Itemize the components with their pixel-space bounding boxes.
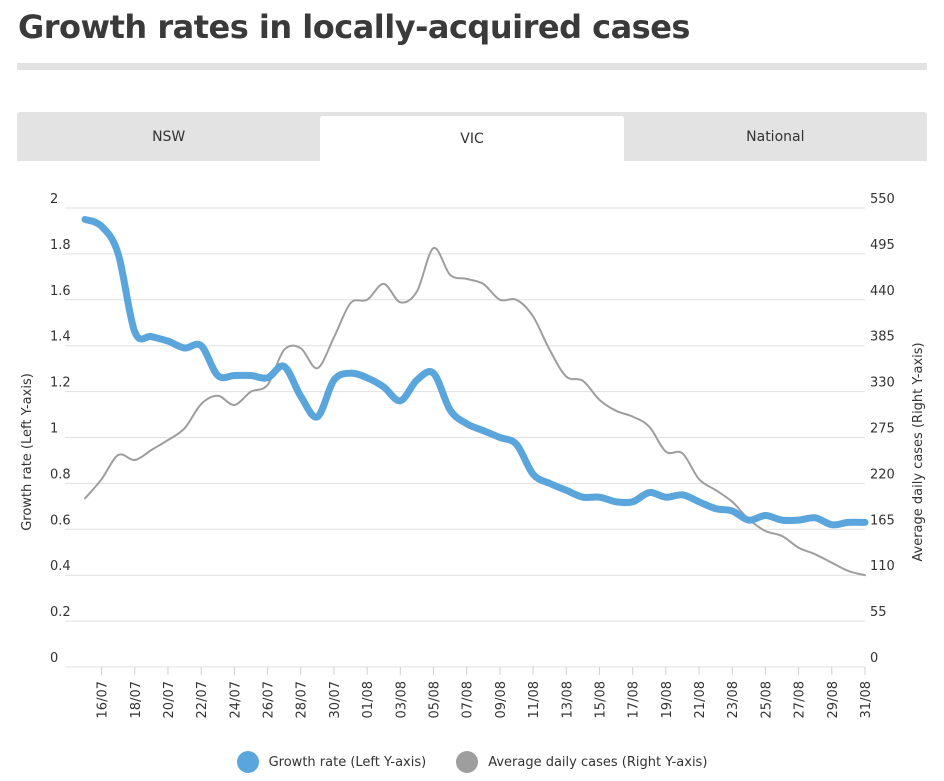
legend-swatch-growth-rate xyxy=(236,751,259,773)
legend-item-growth-rate[interactable]: Growth rate (Left Y-axis) xyxy=(236,751,427,773)
legend-label-average-daily-cases: Average daily cases (Right Y-axis) xyxy=(488,754,708,770)
right-y-tick-label: 330 xyxy=(870,376,895,391)
tab-nsw[interactable]: NSW xyxy=(152,128,186,145)
x-axis-ticks: 16/07 18/07 20/07 22/07 24/07 26/07 28/07 30/07… xyxy=(96,667,874,718)
grid-lines xyxy=(65,207,865,668)
x-tick-label: 15/08 xyxy=(593,681,608,718)
x-tick-label: 09/08 xyxy=(494,681,509,718)
left-y-tick-label: 1 xyxy=(50,422,58,437)
series-lines xyxy=(81,216,869,577)
right-y-tick-label: 385 xyxy=(870,330,895,345)
legend-swatch-average-daily-cases xyxy=(456,751,479,773)
legend-label-growth-rate: Growth rate (Left Y-axis) xyxy=(268,754,427,770)
chart-legend: Growth rate (Left Y-axis) Average daily … xyxy=(0,746,944,778)
x-tick-label: 28/07 xyxy=(295,681,310,718)
legend-item-average-daily-cases[interactable]: Average daily cases (Right Y-axis) xyxy=(456,751,707,773)
left-y-tick-label: 1.2 xyxy=(50,376,71,391)
title-divider xyxy=(17,63,927,70)
x-tick-label: 17/08 xyxy=(627,681,642,718)
left-y-tick-label: 0 xyxy=(50,651,58,666)
x-tick-label: 29/08 xyxy=(826,681,841,718)
left-y-axis-ticks: 0 0.2 0.4 0.6 0.8 1 1.2 1.4 1.6 1.8 2 xyxy=(50,192,71,666)
right-y-tick-label: 440 xyxy=(870,284,895,299)
tab-national[interactable]: National xyxy=(746,128,805,145)
x-tick-label: 16/07 xyxy=(96,681,111,718)
x-tick-label: 30/07 xyxy=(328,681,343,718)
x-tick-label: 07/08 xyxy=(461,681,476,718)
x-tick-label: 21/08 xyxy=(693,681,708,718)
right-y-tick-label: 165 xyxy=(870,513,895,528)
x-tick-label: 27/08 xyxy=(793,681,808,718)
right-y-tick-label: 55 xyxy=(870,605,887,620)
x-tick-label: 25/08 xyxy=(759,681,774,718)
right-y-tick-label: 550 xyxy=(870,192,895,207)
left-y-tick-label: 0.4 xyxy=(50,559,71,574)
right-y-tick-label: 275 xyxy=(870,422,895,437)
left-y-axis-label: Growth rate (Left Y-axis) xyxy=(20,373,35,531)
left-y-tick-label: 1.4 xyxy=(50,330,71,345)
x-tick-label: 31/08 xyxy=(859,681,874,718)
left-y-tick-label: 0.8 xyxy=(50,467,71,482)
average-daily-cases-line[interactable] xyxy=(84,247,866,577)
x-tick-label: 01/08 xyxy=(361,681,376,718)
x-tick-label: 11/08 xyxy=(527,681,542,718)
x-tick-label: 13/08 xyxy=(560,681,575,718)
x-tick-label: 24/07 xyxy=(228,681,243,718)
x-tick-label: 26/07 xyxy=(262,681,277,718)
x-tick-label: 19/08 xyxy=(660,681,675,718)
right-y-axis-label: Average daily cases (Right Y-axis) xyxy=(911,342,926,561)
region-tabs: NSW VIC National xyxy=(17,112,927,161)
x-tick-label: 18/07 xyxy=(129,681,144,718)
left-y-tick-label: 2 xyxy=(50,192,58,207)
growth-rate-line[interactable] xyxy=(81,216,869,529)
left-y-tick-label: 1.8 xyxy=(50,238,71,253)
x-tick-label: 20/07 xyxy=(162,681,177,718)
x-tick-label: 03/08 xyxy=(394,681,409,718)
left-y-tick-label: 0.2 xyxy=(50,605,71,620)
right-y-tick-label: 110 xyxy=(870,559,895,574)
x-tick-label: 05/08 xyxy=(428,681,443,718)
right-y-tick-label: 220 xyxy=(870,467,895,482)
right-y-tick-label: 495 xyxy=(870,238,895,253)
tab-vic[interactable]: VIC xyxy=(320,116,624,161)
left-y-tick-label: 0.6 xyxy=(50,513,71,528)
left-y-tick-label: 1.6 xyxy=(50,284,71,299)
right-y-axis-ticks: 0 55 110 165 220 275 330 385 440 495 550 xyxy=(870,192,895,666)
x-tick-label: 23/08 xyxy=(726,681,741,718)
right-y-tick-label: 0 xyxy=(870,651,878,666)
chart-title: Growth rates in locally-acquired cases xyxy=(18,8,690,46)
x-tick-label: 22/07 xyxy=(195,681,210,718)
